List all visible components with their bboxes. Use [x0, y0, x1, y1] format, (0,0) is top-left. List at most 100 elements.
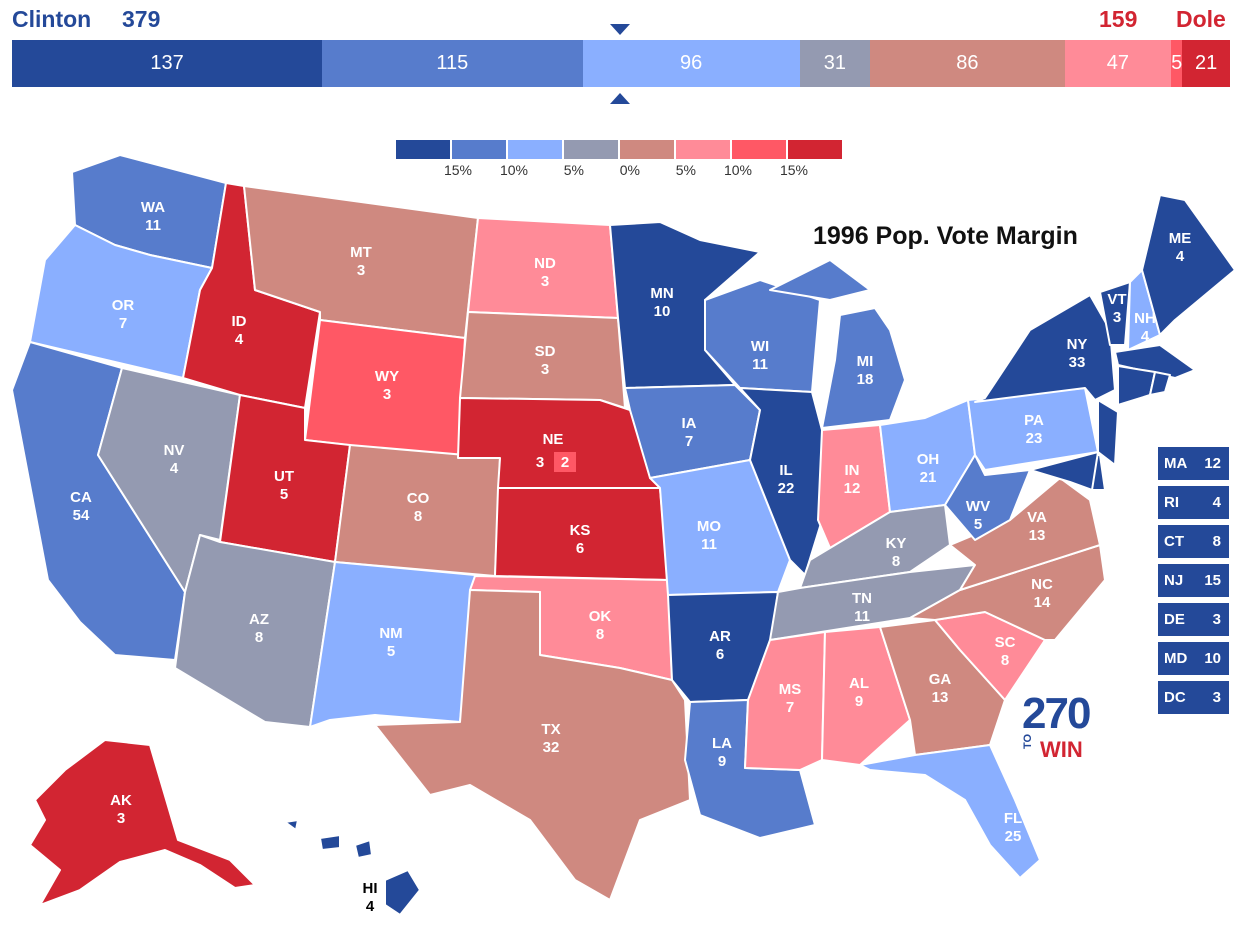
label-WY-abbr: WY [375, 368, 399, 385]
legend-label: 5% [675, 162, 696, 178]
state-ME[interactable] [1141, 194, 1236, 336]
small-state-abbr: CT [1164, 533, 1184, 550]
label-ID-abbr: ID [232, 313, 247, 330]
label-PA-abbr: PA [1024, 412, 1044, 429]
state-MI[interactable] [769, 259, 906, 429]
state-NJ[interactable] [1097, 399, 1119, 466]
small-state-de[interactable]: DE 3 [1158, 603, 1229, 636]
small-state-ct[interactable]: CT 8 [1158, 525, 1229, 558]
label-ID-ev: 4 [235, 331, 244, 348]
270towin-logo[interactable]: 270 TO WIN [1022, 689, 1100, 767]
small-state-ev: 15 [1204, 572, 1221, 589]
state-MD[interactable] [1029, 451, 1099, 491]
label-MI-ev: 18 [857, 371, 874, 388]
legend-label: 0% [619, 162, 640, 178]
ev-segment[interactable]: 21 [1182, 40, 1230, 87]
label-UT-abbr: UT [274, 468, 294, 485]
ev-segment[interactable]: 47 [1064, 40, 1172, 87]
legend-label: 15% [779, 162, 808, 178]
label-NH-ev: 4 [1141, 328, 1150, 345]
small-state-ev: 12 [1204, 455, 1221, 472]
state-FL[interactable] [859, 744, 1041, 879]
label-GA-ev: 13 [932, 689, 949, 706]
label-AL-abbr: AL [849, 675, 869, 692]
label-OK-abbr: OK [589, 608, 612, 625]
state-VA[interactable] [949, 477, 1101, 591]
logo-win: WIN [1040, 737, 1083, 762]
ev-segment[interactable]: 31 [799, 40, 870, 87]
label-ND-abbr: ND [534, 255, 556, 272]
ev-segment[interactable]: 5 [1171, 40, 1183, 87]
state-CT[interactable] [1117, 365, 1156, 406]
label-PA-ev: 23 [1026, 430, 1043, 447]
label-WV-ev: 5 [974, 516, 982, 533]
label-OR-ev: 7 [119, 315, 127, 332]
logo-number: 270 [1022, 689, 1091, 738]
label-LA-abbr: LA [712, 735, 732, 752]
label-CO-abbr: CO [407, 490, 430, 507]
label-OK-ev: 8 [596, 626, 604, 643]
small-state-ev: 3 [1212, 689, 1221, 706]
ne-district-box[interactable] [554, 452, 576, 472]
small-state-dc[interactable]: DC 3 [1158, 681, 1229, 714]
ev-segment[interactable]: 86 [870, 40, 1065, 87]
state-MA[interactable] [1114, 344, 1196, 379]
label-OH-ev: 21 [920, 469, 937, 486]
legend-label: 5% [563, 162, 584, 178]
small-state-nj[interactable]: NJ 15 [1158, 564, 1229, 597]
right-candidate-ev: 159 [1099, 6, 1138, 32]
small-state-abbr: DC [1164, 689, 1186, 706]
state-SD[interactable] [459, 311, 626, 409]
label-IA-ev: 7 [685, 433, 693, 450]
right-candidate-name: Dole [1176, 6, 1226, 32]
label-SC-abbr: SC [995, 634, 1016, 651]
small-state-md[interactable]: MD 10 [1158, 642, 1229, 675]
label-NE-ev2: 2 [561, 454, 569, 471]
state-AL[interactable] [821, 626, 911, 766]
label-MN-ev: 10 [654, 303, 671, 320]
label-VA-abbr: VA [1027, 509, 1047, 526]
legend-label: 10% [723, 162, 752, 178]
legend-swatch [732, 140, 786, 159]
label-HI-abbr: HI [363, 880, 378, 897]
state-HI[interactable] [284, 819, 421, 916]
label-NV-ev: 4 [170, 460, 179, 477]
legend-label: 15% [443, 162, 472, 178]
state-RI[interactable] [1149, 371, 1171, 396]
label-CA-ev: 54 [73, 507, 90, 524]
label-MO-ev: 11 [701, 536, 717, 553]
ev-segment[interactable]: 96 [582, 40, 800, 87]
label-MT-ev: 3 [357, 262, 365, 279]
label-LA-ev: 9 [718, 753, 726, 770]
small-state-abbr: RI [1164, 494, 1179, 511]
state-NY[interactable] [974, 294, 1116, 403]
label-AL-ev: 9 [855, 693, 863, 710]
small-state-abbr: NJ [1164, 572, 1184, 589]
label-CO-ev: 8 [414, 508, 422, 525]
label-NY-abbr: NY [1067, 336, 1088, 353]
label-MS-abbr: MS [779, 681, 802, 698]
small-state-ma[interactable]: MA 12 [1158, 447, 1229, 480]
ev-segment[interactable]: 115 [322, 40, 583, 87]
label-AZ-ev: 8 [255, 629, 263, 646]
state-TX[interactable] [374, 589, 691, 901]
logo-to: TO [1022, 733, 1034, 749]
label-ME-ev: 4 [1176, 248, 1185, 265]
label-TX-abbr: TX [541, 721, 560, 738]
small-state-abbr: MA [1164, 455, 1188, 472]
label-WA-abbr: WA [141, 199, 165, 216]
small-state-ri[interactable]: RI 4 [1158, 486, 1229, 519]
label-AR-ev: 6 [716, 646, 724, 663]
label-VT-abbr: VT [1107, 291, 1126, 308]
label-UT-ev: 5 [280, 486, 288, 503]
state-VT[interactable] [1099, 281, 1131, 346]
state-AK[interactable] [29, 739, 256, 906]
ev-segment[interactable]: 137 [12, 40, 323, 87]
label-IA-abbr: IA [682, 415, 697, 432]
label-KS-abbr: KS [570, 522, 591, 539]
map-title: 1996 Pop. Vote Margin [813, 222, 1078, 250]
state-NM[interactable] [309, 561, 476, 728]
legend-swatch [508, 140, 562, 159]
label-MN-abbr: MN [650, 285, 673, 302]
margin-legend: 15% 10% 5% 0% 5% 10% 15% [396, 140, 842, 182]
